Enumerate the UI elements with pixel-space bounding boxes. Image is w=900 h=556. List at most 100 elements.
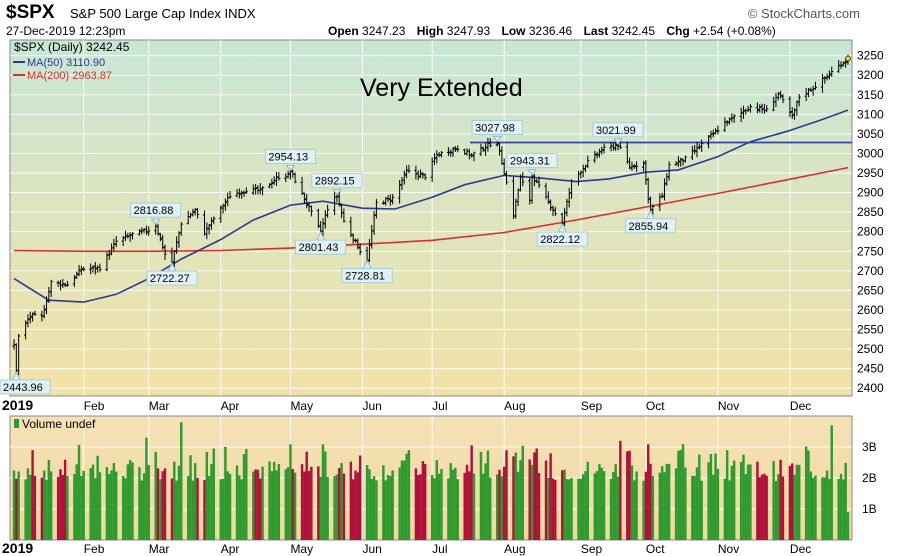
annotation-label: 2816.88 [134,205,174,217]
volume-bar [89,468,92,540]
month-label-volume: Aug [504,542,525,556]
price-tick-label: 2550 [857,322,884,336]
volume-bar [389,476,392,540]
volume-bar [804,446,808,540]
volume-bar [15,478,18,540]
volume-bar [212,448,216,540]
volume-bar [187,476,190,540]
volume-bar [154,451,157,540]
volume-bar [289,444,292,540]
volume-bar [447,478,450,540]
volume-bar [407,450,411,540]
volume-tick-label: 2B [862,471,877,485]
legend-volume: Volume undef [22,417,96,431]
annotation-pointer [11,371,21,381]
volume-bar [335,474,339,540]
annotation-pointer [316,231,326,241]
month-label-volume: Jul [432,542,447,556]
volume-bar [26,468,30,540]
volume-bar [765,475,768,540]
volume-bar [809,471,813,540]
annotation-box [146,270,198,286]
open-label: Open [328,24,359,38]
volume-bar [382,465,385,540]
volume-bar [242,453,246,540]
month-label-price: 2019 [2,397,33,413]
volume-bar [261,466,264,540]
price-tick-label: 2600 [857,303,884,317]
volume-bar [642,480,645,540]
volume-bar [577,478,580,540]
volume-bar [333,476,336,540]
volume-bar [828,478,831,540]
volume-bar [774,481,778,540]
volume-bar [763,473,766,540]
volume-bar [791,463,794,540]
volume-bar [365,465,369,540]
volume-bar [516,471,520,540]
volume-bar [291,469,294,540]
ticker-symbol: $SPX [6,2,55,23]
volume-bar [29,474,32,540]
volume-bar [739,461,743,540]
volume-bar [24,479,27,540]
volume-bar [519,460,522,540]
volume-bar [628,450,631,540]
volume-bar [207,476,211,540]
annotation-pointer [527,169,537,176]
volume-bar [196,477,199,540]
volume-bar [391,470,394,540]
volume-bar [716,468,720,540]
chart-header: $SPX S&P 500 Large Cap Index INDX © Stoc… [0,0,900,40]
volume-bar [749,464,752,540]
volume-bar [630,465,634,540]
volume-bar [324,451,327,540]
volume-bar [203,479,206,540]
source-credit[interactable]: © StockCharts.com [747,6,860,21]
volume-bar [746,464,750,540]
volume-bar [593,473,596,540]
volume-bar [456,479,459,540]
annotation-pointer [492,136,503,143]
volume-bar [788,465,792,540]
volume-bar [521,445,524,540]
volume-bar [616,476,620,540]
volume-bar [549,453,552,540]
volume-bar [75,464,78,540]
annotation-box [0,379,51,395]
month-label-price: Aug [504,399,525,413]
price-tick-label: 2650 [857,283,884,297]
price-tick-label: 2900 [857,186,884,200]
volume-bar [486,450,490,540]
volume-bar [777,474,780,540]
volume-bar [482,473,485,540]
volume-bar [595,471,599,540]
annotation-pointer [332,189,342,196]
volume-bar [660,466,664,540]
volume-bar [340,463,343,540]
month-label-volume: Feb [84,542,105,556]
annotation-label: 2954.13 [268,151,308,163]
volume-bar [284,469,288,540]
volume-bar [528,459,531,540]
volume-bar [649,463,652,540]
volume-bar [82,470,85,540]
volume-bar [565,479,569,540]
volume-bar [821,477,824,540]
volume-bar [612,471,615,540]
price-tick-label: 2950 [857,166,884,180]
month-label-volume: Mar [149,542,170,556]
annotation-box [295,239,347,255]
volume-bar [66,476,69,540]
annotation-box [265,148,316,164]
month-label-price: Jun [362,399,381,413]
annotation-pointer [150,218,161,225]
volume-bar [609,478,613,540]
month-label-volume: Jun [362,542,381,556]
month-label-price: Nov [718,399,739,413]
volume-bar [807,450,810,540]
volume-bar [756,461,759,540]
annotation-label: 3027.98 [475,123,515,135]
volume-bar [259,478,262,540]
price-tick-label: 2850 [857,205,884,219]
